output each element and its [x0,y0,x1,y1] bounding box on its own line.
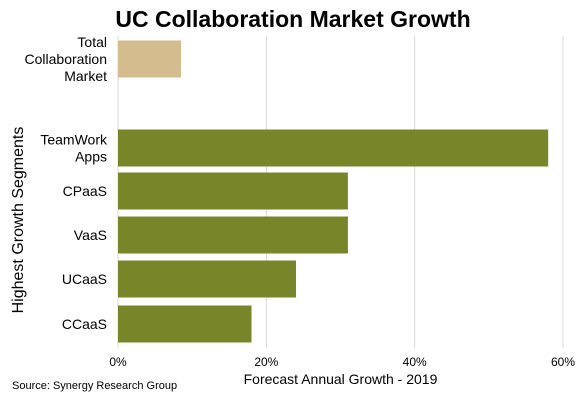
source-note: Source: Synergy Research Group [12,380,178,392]
x-tick-label: 40% [403,355,427,369]
y-axis-label: Highest Growth Segments [10,127,27,314]
bar [118,305,252,343]
category-label-line: UCaaS [62,271,107,287]
category-label-line: Market [64,68,107,84]
x-tick-label: 20% [254,355,278,369]
x-tick-label: 0% [109,355,127,369]
category-label: CPaaS [63,183,107,199]
x-axis-label: Forecast Annual Growth - 2019 [244,371,438,387]
chart-title: UC Collaboration Market Growth [115,6,471,32]
category-label: UCaaS [62,271,107,287]
category-label-line: VaaS [74,227,107,243]
category-label: TeamWork Apps [40,132,108,165]
category-label-line: Total [77,34,107,50]
bar [118,216,348,254]
x-tick-label: 60% [551,355,575,369]
bar [118,260,296,298]
bar [118,129,549,167]
category-label: CCaaS [62,316,107,332]
bar [118,172,348,210]
category-label: Total Collaboration Market [25,34,108,84]
category-label-line: Collaboration [25,51,108,67]
category-label-line: CPaaS [63,183,107,199]
bar [118,40,182,78]
category-label: VaaS [74,227,107,243]
category-label-line: CCaaS [62,316,107,332]
category-label-line: Apps [75,149,107,165]
category-label-line: TeamWork [40,132,108,148]
